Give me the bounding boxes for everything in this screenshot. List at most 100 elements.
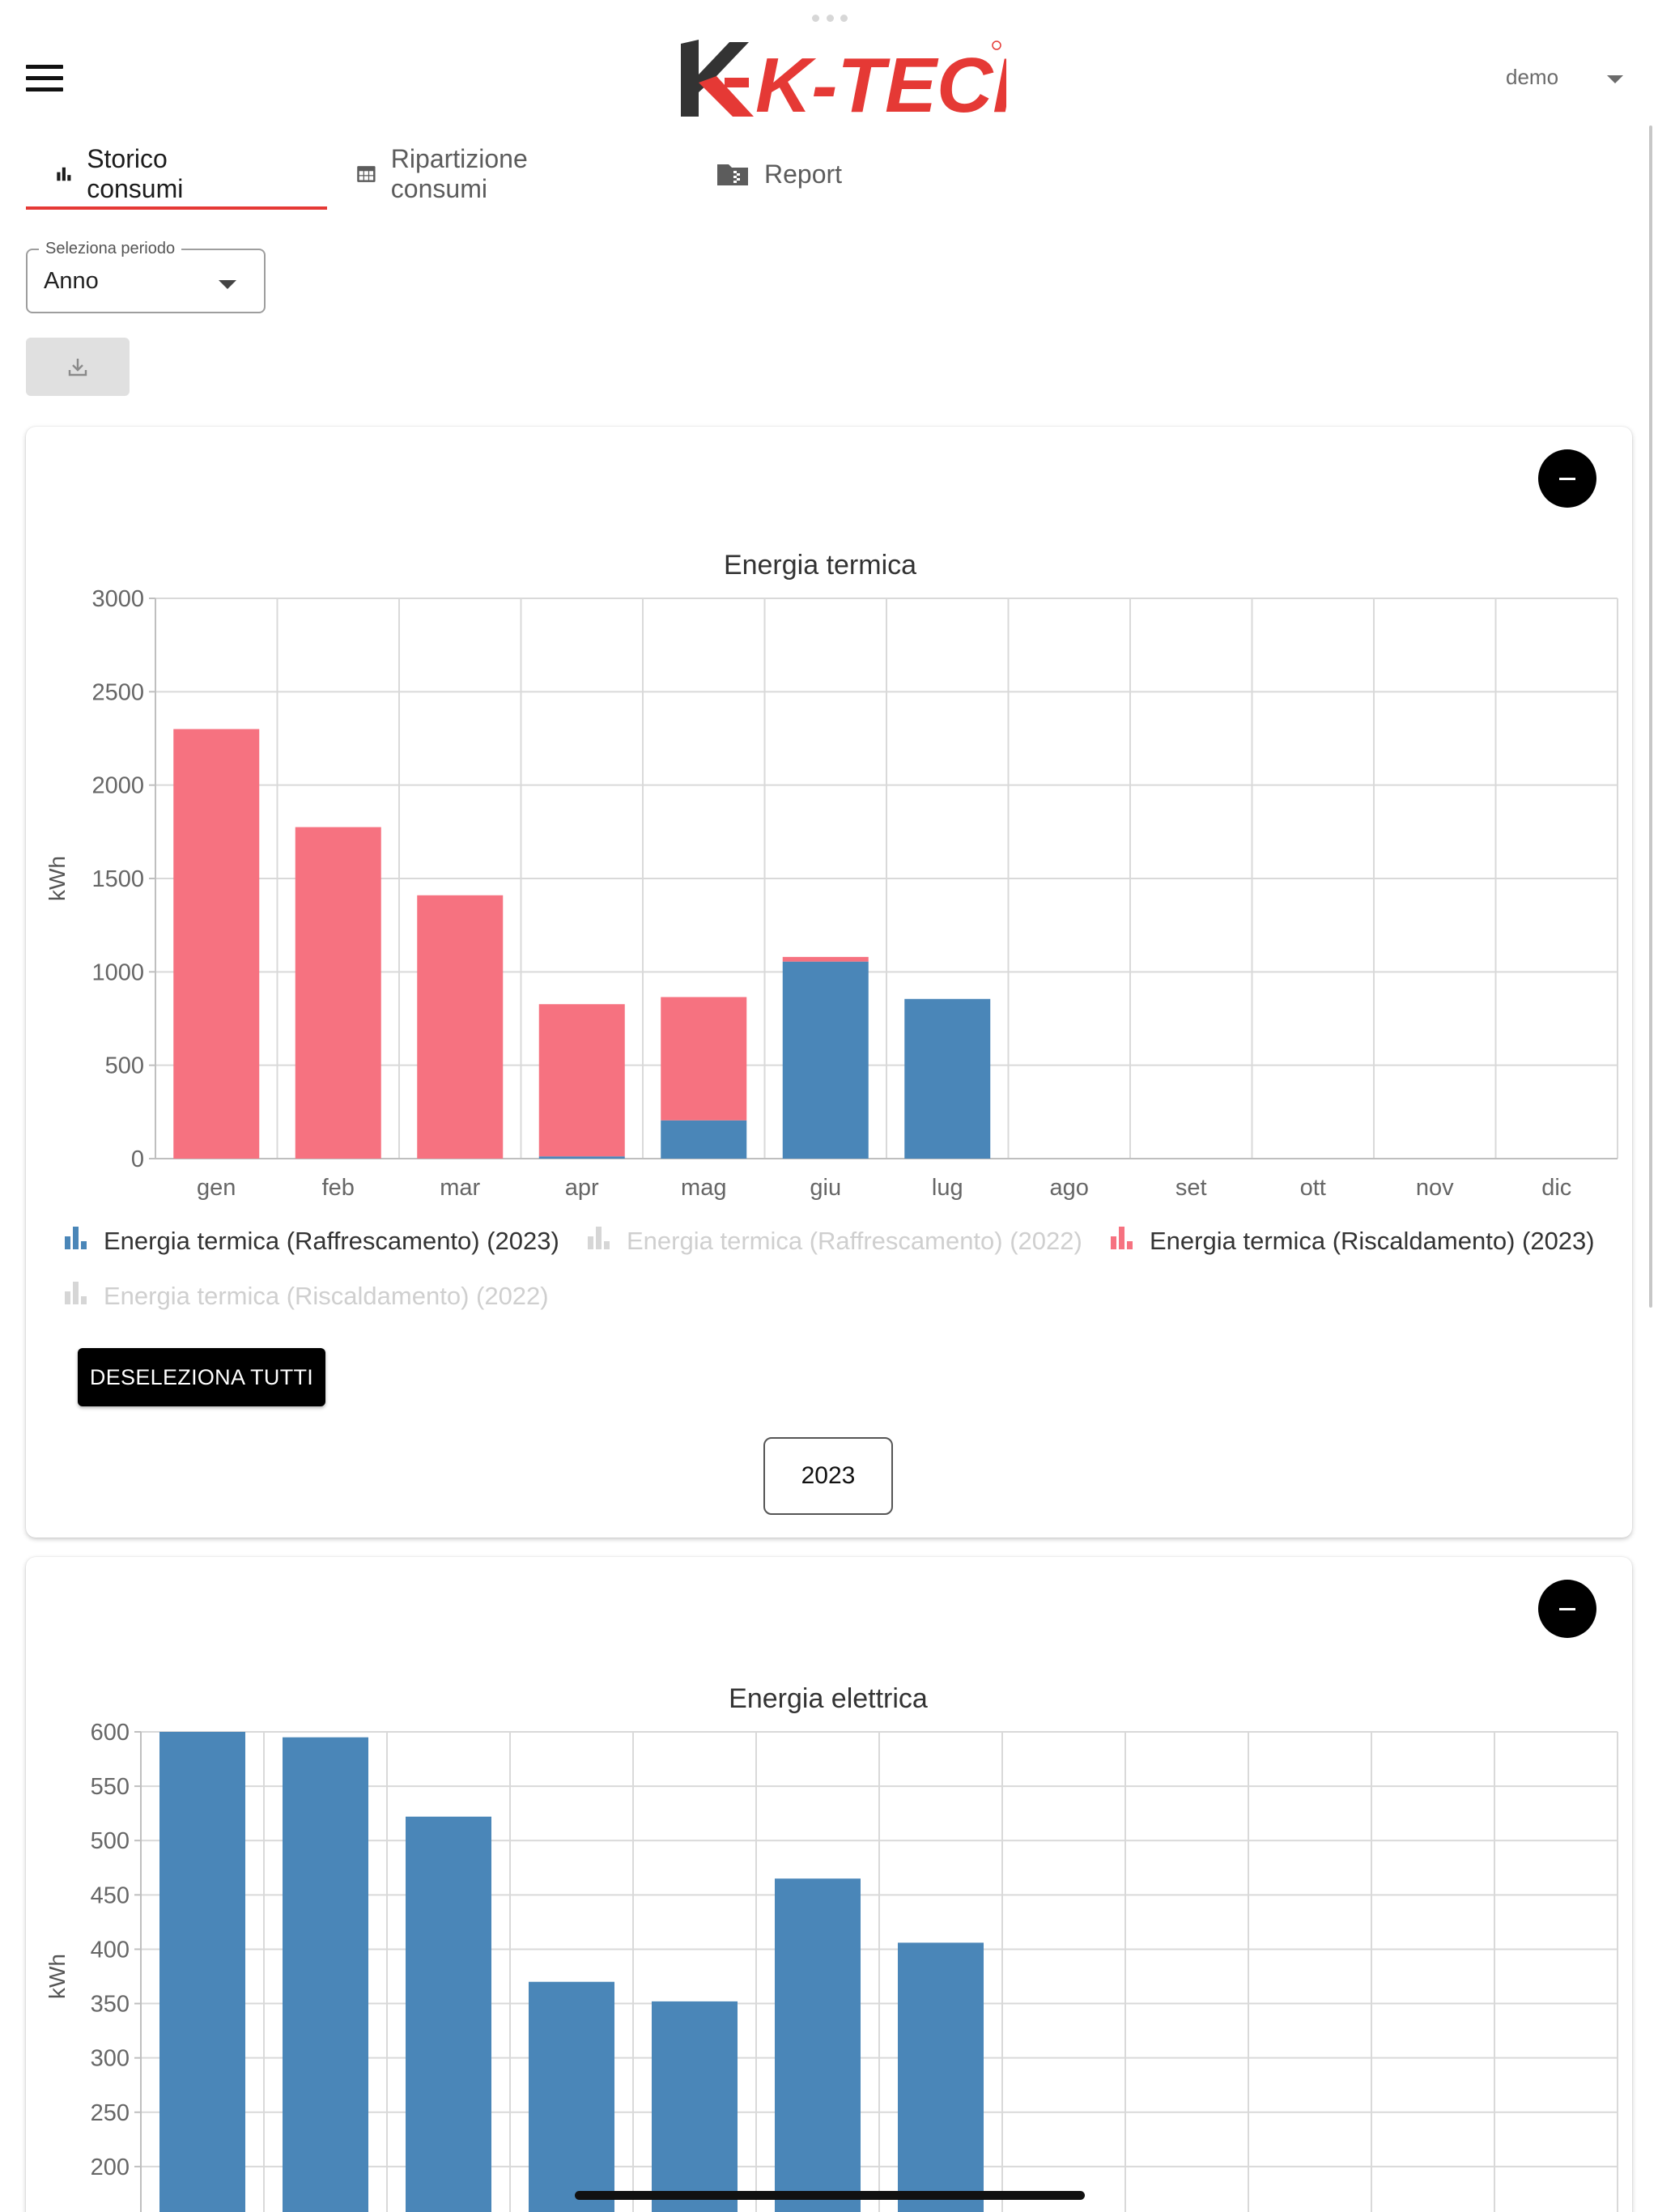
tab-label: Report xyxy=(764,159,843,189)
legend-item[interactable]: Energia termica (Riscaldamento) (2023) xyxy=(1111,1227,1595,1255)
legend-bar-icon xyxy=(1127,1241,1133,1249)
y-tick-label: 1000 xyxy=(91,959,144,985)
tab-storico-consumi[interactable]: Storico consumi xyxy=(55,138,195,211)
x-tick-label: dic xyxy=(1541,1175,1571,1201)
download-icon xyxy=(68,359,87,376)
legend-label: Energia termica (Raffrescamento) (2022) xyxy=(627,1227,1082,1255)
x-tick-label: apr xyxy=(565,1175,599,1201)
bar-mag-series-0 xyxy=(652,2001,738,2212)
active-tab-indicator xyxy=(26,206,327,210)
legend-label: Energia termica (Raffrescamento) (2023) xyxy=(104,1227,559,1255)
electric-energy-chart: Energia elettrica 150 200 250 300 350 400 450 50… xyxy=(45,1683,1618,2212)
bar-apr-series-0 xyxy=(529,1981,614,2212)
bar-mar-series-1 xyxy=(417,895,504,1159)
y-tick-label: 200 xyxy=(91,2155,130,2180)
thermal-energy-chart: Energia termica 0 500 1000 1500 2000 2500 3000 k… xyxy=(45,550,1618,1310)
y-tick-label: 1500 xyxy=(91,866,144,892)
bar-gen-series-1 xyxy=(173,729,260,1159)
y-tick-label: 250 xyxy=(91,2100,130,2126)
y-axis-label: kWh xyxy=(45,1954,70,1999)
y-tick-label: 0 xyxy=(131,1146,144,1172)
bar-feb-series-1 xyxy=(295,827,381,1159)
download-button[interactable] xyxy=(26,338,130,396)
legend-bar-icon xyxy=(81,1241,87,1249)
bar-giu-series-1 xyxy=(782,956,869,962)
bar-apr-series-0 xyxy=(538,1156,625,1159)
y-tick-label: 2500 xyxy=(91,679,144,705)
period-select-value: Anno xyxy=(44,268,99,294)
legend-bar-icon xyxy=(81,1296,87,1304)
deselect-all-button[interactable]: DESELEZIONA TUTTI xyxy=(78,1348,325,1406)
legend-bar-icon xyxy=(1111,1236,1116,1249)
page-scrollbar[interactable] xyxy=(1649,125,1652,1308)
menu-icon[interactable] xyxy=(26,65,63,92)
x-tick-label: ott xyxy=(1300,1175,1326,1201)
table-icon xyxy=(357,166,376,182)
y-tick-label: 550 xyxy=(91,1774,130,1800)
electric-energy-card: Energia elettrica 150 200 250 300 350 400 450 50… xyxy=(26,1557,1632,2212)
bar-mag-series-0 xyxy=(661,1120,747,1159)
collapse-electric-button[interactable] xyxy=(1538,1580,1596,1638)
legend-bar-icon xyxy=(588,1236,593,1249)
bar-giu-series-0 xyxy=(775,1878,861,2212)
x-tick-label: gen xyxy=(197,1175,236,1201)
x-tick-label: lug xyxy=(932,1175,963,1201)
bar-lug-series-0 xyxy=(904,998,991,1159)
legend-label: Energia termica (Riscaldamento) (2023) xyxy=(1150,1227,1595,1255)
minus-icon xyxy=(1559,477,1575,480)
multitasking-dots[interactable] xyxy=(812,15,848,23)
y-tick-label: 350 xyxy=(91,1992,130,2018)
bar-gen-series-0 xyxy=(159,1732,245,2212)
legend-item[interactable]: Energia termica (Raffrescamento) (2022) xyxy=(588,1227,1082,1255)
home-indicator[interactable] xyxy=(575,2191,1085,2200)
tab-report[interactable]: Report xyxy=(716,138,842,211)
period-select[interactable]: Seleziona periodo Anno xyxy=(26,240,266,313)
x-tick-label: set xyxy=(1175,1175,1207,1201)
y-tick-label: 300 xyxy=(91,2046,130,2072)
x-tick-label: giu xyxy=(810,1175,841,1201)
k-tech-logo: K-TECH xyxy=(681,40,1006,125)
bar-chart-icon xyxy=(57,167,71,181)
bar-apr-series-1 xyxy=(538,1004,625,1157)
chart-title: Energia termica xyxy=(724,550,916,581)
y-tick-label: 500 xyxy=(91,1828,130,1854)
y-tick-label: 500 xyxy=(105,1053,144,1079)
year-button[interactable]: 2023 xyxy=(763,1437,893,1515)
minus-icon xyxy=(1559,1607,1575,1610)
bar-giu-series-0 xyxy=(782,961,869,1159)
legend-bar-icon xyxy=(1119,1227,1124,1249)
legend-bar-icon xyxy=(73,1282,79,1304)
y-axis-label: kWh xyxy=(45,856,70,901)
thermal-energy-card: Energia termica 0 500 1000 1500 2000 2500 3000 k… xyxy=(26,427,1632,1538)
y-tick-label: 400 xyxy=(91,1937,130,1963)
legend-bar-icon xyxy=(65,1291,70,1304)
legend-item[interactable]: Energia termica (Raffrescamento) (2023) xyxy=(65,1227,559,1255)
period-select-label: Seleziona periodo xyxy=(39,240,182,258)
bar-mag-series-1 xyxy=(661,997,747,1121)
y-tick-label: 2000 xyxy=(91,773,144,799)
y-tick-label: 450 xyxy=(91,1882,130,1908)
legend-item[interactable]: Energia termica (Riscaldamento) (2022) xyxy=(65,1282,549,1310)
legend-bar-icon xyxy=(65,1236,70,1249)
y-tick-label: 150 xyxy=(91,2209,130,2212)
x-tick-label: mag xyxy=(681,1175,726,1201)
chart-title: Energia elettrica xyxy=(729,1683,928,1714)
legend-bar-icon xyxy=(596,1227,602,1249)
bar-mar-series-0 xyxy=(406,1816,491,2212)
y-tick-label: 3000 xyxy=(91,586,144,612)
legend-bar-icon xyxy=(604,1241,610,1249)
user-menu-label[interactable]: demo xyxy=(1506,65,1559,89)
bar-feb-series-0 xyxy=(283,1737,368,2212)
x-tick-label: feb xyxy=(322,1175,355,1201)
user-menu-caret-icon[interactable] xyxy=(1607,75,1623,83)
x-tick-label: nov xyxy=(1416,1175,1454,1201)
x-tick-label: ago xyxy=(1050,1175,1089,1201)
tab-label: Ripartizione consumi xyxy=(390,144,528,203)
legend-bar-icon xyxy=(73,1227,79,1249)
x-tick-label: mar xyxy=(440,1175,480,1201)
folder-icon xyxy=(717,164,748,185)
bar-lug-series-0 xyxy=(898,1942,984,2212)
collapse-thermal-button[interactable] xyxy=(1538,449,1596,508)
tab-ripartizione-consumi[interactable]: Ripartizione consumi xyxy=(356,138,540,211)
tab-label: Storico consumi xyxy=(87,144,184,203)
